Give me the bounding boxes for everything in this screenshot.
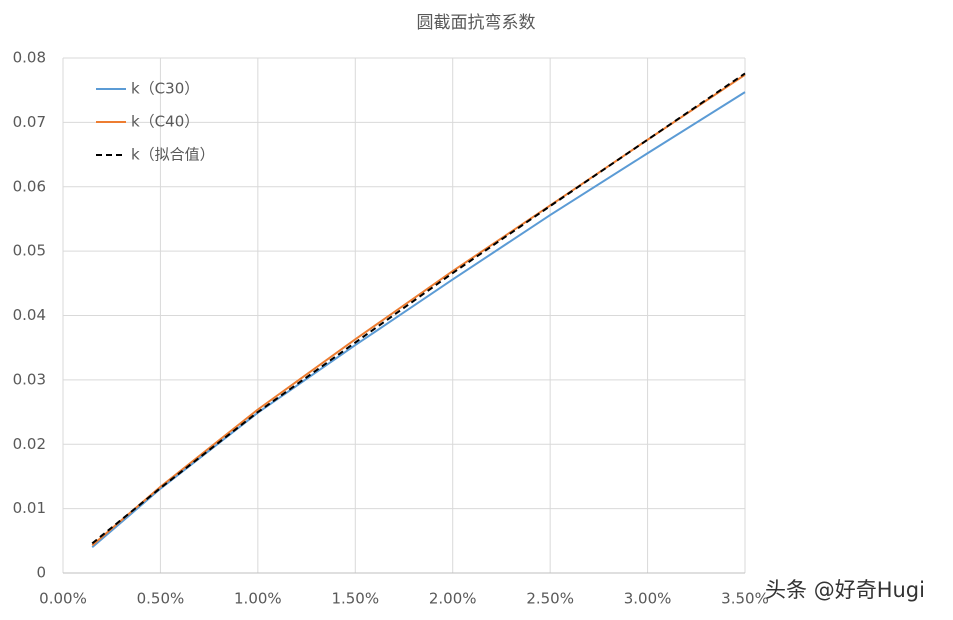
y-tick-label: 0.01: [13, 499, 46, 517]
x-tick-label: 2.00%: [429, 590, 477, 608]
legend-label: k（C40）: [131, 113, 199, 131]
series-line: [91, 91, 746, 549]
series-line: [91, 73, 746, 547]
legend-label: k（拟合值）: [131, 146, 215, 164]
x-tick-label: 1.00%: [234, 590, 282, 608]
x-tick-label: 0.00%: [39, 590, 87, 608]
y-tick-label: 0.05: [13, 242, 46, 260]
x-tick-label: 3.00%: [624, 590, 672, 608]
series-line: [91, 72, 746, 545]
y-tick-label: 0.04: [13, 306, 46, 324]
y-tick-label: 0.08: [13, 49, 46, 67]
legend-label: k（C30）: [131, 80, 199, 98]
x-tick-label: 3.50%: [721, 590, 769, 608]
y-tick-label: 0.06: [13, 177, 46, 195]
x-tick-label: 1.50%: [331, 590, 379, 608]
y-tick-label: 0.03: [13, 370, 46, 388]
x-tick-label: 2.50%: [526, 590, 574, 608]
y-tick-label: 0.07: [13, 113, 46, 131]
y-tick-label: 0: [36, 564, 46, 582]
y-tick-label: 0.02: [13, 435, 46, 453]
chart-title: 圆截面抗弯系数: [417, 13, 536, 33]
watermark: 头条 @好奇Hugi: [765, 578, 925, 602]
x-tick-label: 0.50%: [137, 590, 185, 608]
